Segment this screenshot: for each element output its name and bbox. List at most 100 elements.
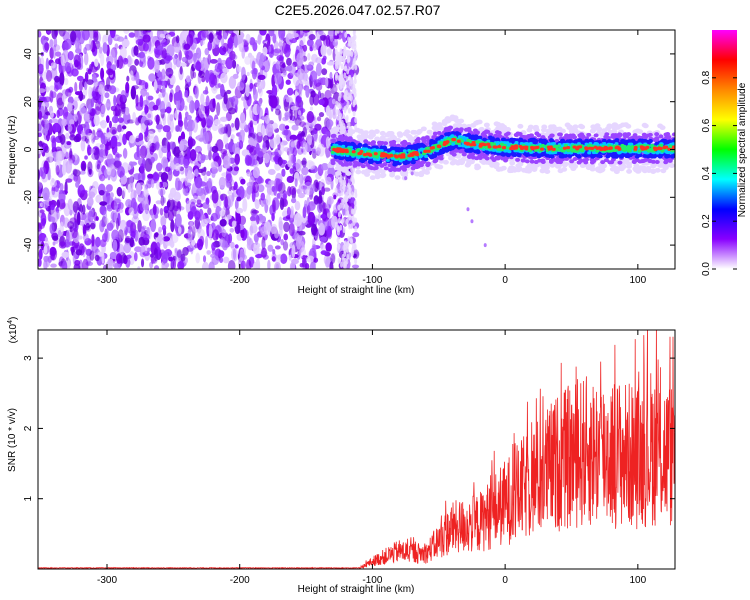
heatmap-noise-cell: [233, 166, 240, 172]
heatmap-noise-cell: [140, 226, 146, 234]
heatmap-noise-cell: [302, 254, 306, 268]
heatmap-noise-cell: [122, 57, 129, 65]
heatmap-noise-cell: [196, 187, 204, 197]
heatmap-noise-cell: [117, 108, 122, 118]
heatmap-noise-cell: [309, 106, 314, 111]
heatmap-noise-cell: [257, 74, 266, 80]
heatmap-signal-cell: [449, 160, 456, 166]
heatmap-signal-cell: [632, 129, 639, 135]
heatmap-noise-cell: [111, 129, 117, 135]
heatmap-noise-cell: [192, 192, 199, 200]
heatmap-noise-cell: [69, 150, 73, 159]
heatmap-noise-cell: [318, 195, 323, 204]
heatmap-noise-cell: [249, 256, 255, 261]
heatmap-noise-cell: [261, 242, 266, 248]
heatmap-noise-cell: [177, 260, 185, 269]
heatmap-noise-cell: [139, 145, 148, 159]
heatmap-fringe-cell: [337, 109, 341, 116]
heatmap-fringe-cell: [351, 215, 355, 222]
heatmap-signal-cell: [562, 161, 569, 167]
heatmap-signal-cell: [401, 166, 407, 171]
heatmap-noise-cell: [312, 93, 320, 106]
heatmap-noise-cell: [234, 244, 239, 249]
heatmap-noise-cell: [132, 111, 137, 124]
heatmap-noise-cell: [187, 138, 196, 147]
heatmap-noise-cell: [152, 203, 157, 216]
heatmap-noise-cell: [155, 49, 164, 56]
heatmap-fringe-cell: [343, 65, 347, 72]
heatmap-noise-cell: [73, 54, 81, 67]
heatmap-noise-cell: [309, 187, 314, 198]
heatmap-noise-cell: [142, 209, 151, 222]
heatmap-signal-cell: [557, 132, 563, 137]
heatmap-fringe-cell: [347, 121, 351, 128]
heatmap-noise-cell: [108, 120, 112, 129]
heatmap-noise-cell: [179, 138, 188, 151]
heatmap-noise-cell: [283, 147, 290, 152]
heatmap-noise-cell: [110, 168, 118, 182]
heatmap-noise-cell: [284, 112, 291, 118]
heatmap-noise-cell: [281, 130, 288, 136]
heatmap-noise-cell: [256, 123, 264, 137]
heatmap-signal-cell: [559, 128, 566, 134]
heatmap-noise-cell: [333, 194, 337, 200]
heatmap-noise-cell: [288, 217, 295, 224]
heatmap-noise-cell: [306, 255, 315, 263]
heatmap-noise-cell: [39, 64, 44, 70]
heatmap-noise-cell: [351, 264, 360, 269]
heatmap-noise-cell: [289, 64, 296, 76]
heatmap-noise-cell: [152, 104, 159, 111]
heatmap-noise-cell: [256, 82, 263, 90]
heatmap-noise-cell: [216, 102, 221, 116]
heatmap-noise-cell: [249, 225, 254, 236]
heatmap-fringe-cell: [334, 187, 338, 194]
heatmap-noise-cell: [160, 216, 167, 227]
heatmap-noise-cell: [352, 232, 360, 238]
heatmap-noise-cell: [221, 228, 227, 238]
heatmap-noise-cell: [67, 124, 73, 132]
heatmap-noise-cell: [137, 171, 146, 183]
heatmap-noise-cell: [262, 46, 268, 56]
heatmap-noise-cell: [54, 84, 59, 92]
heatmap-signal-cell: [461, 152, 467, 157]
heatmap-signal-cell: [370, 140, 376, 145]
heatmap-noise-cell: [208, 73, 216, 88]
heatmap-signal-cell: [431, 121, 438, 127]
heatmap-noise-cell: [325, 131, 331, 137]
heatmap-fringe-cell: [339, 224, 343, 231]
heatmap-fringe-cell: [350, 238, 354, 245]
heatmap-noise-cell: [282, 240, 289, 251]
heatmap-noise-cell: [153, 247, 159, 262]
heatmap-fringe-cell: [354, 226, 358, 233]
heatmap-noise-cell: [153, 80, 158, 92]
heatmap-signal-cell: [493, 161, 500, 167]
heatmap-noise-cell: [149, 145, 155, 155]
heatmap-fringe-cell: [339, 48, 343, 55]
heatmap-noise-cell: [240, 228, 245, 239]
heatmap-noise-cell: [320, 138, 326, 144]
heatmap-signal-cell: [410, 129, 417, 135]
heatmap-noise-cell: [137, 266, 141, 269]
heatmap-signal-cell: [387, 163, 393, 168]
heatmap-noise-cell: [60, 54, 65, 66]
heatmap-noise-cell: [250, 220, 257, 227]
heatmap-noise-cell: [204, 235, 208, 250]
heatmap-noise-cell: [322, 202, 327, 211]
heatmap-noise-cell: [157, 233, 165, 245]
heatmap-signal-cell: [426, 129, 433, 135]
heatmap-noise-cell: [50, 91, 57, 99]
heatmap-noise-cell: [176, 249, 182, 258]
heatmap-noise-cell: [254, 199, 260, 210]
heatmap-fringe-cell: [347, 182, 351, 189]
heatmap-noise-cell: [228, 30, 233, 35]
heatmap-noise-cell: [167, 141, 171, 153]
heatmap-noise-cell: [274, 245, 281, 250]
heatmap-fringe-cell: [353, 43, 357, 50]
heatmap-noise-cell: [246, 181, 254, 188]
heatmap-signal-cell: [432, 131, 438, 136]
heatmap-signal-cell: [548, 158, 554, 163]
heatmap-fringe-cell: [343, 240, 347, 247]
heatmap-noise-cell: [333, 35, 340, 40]
heatmap-signal-cell: [590, 124, 597, 130]
